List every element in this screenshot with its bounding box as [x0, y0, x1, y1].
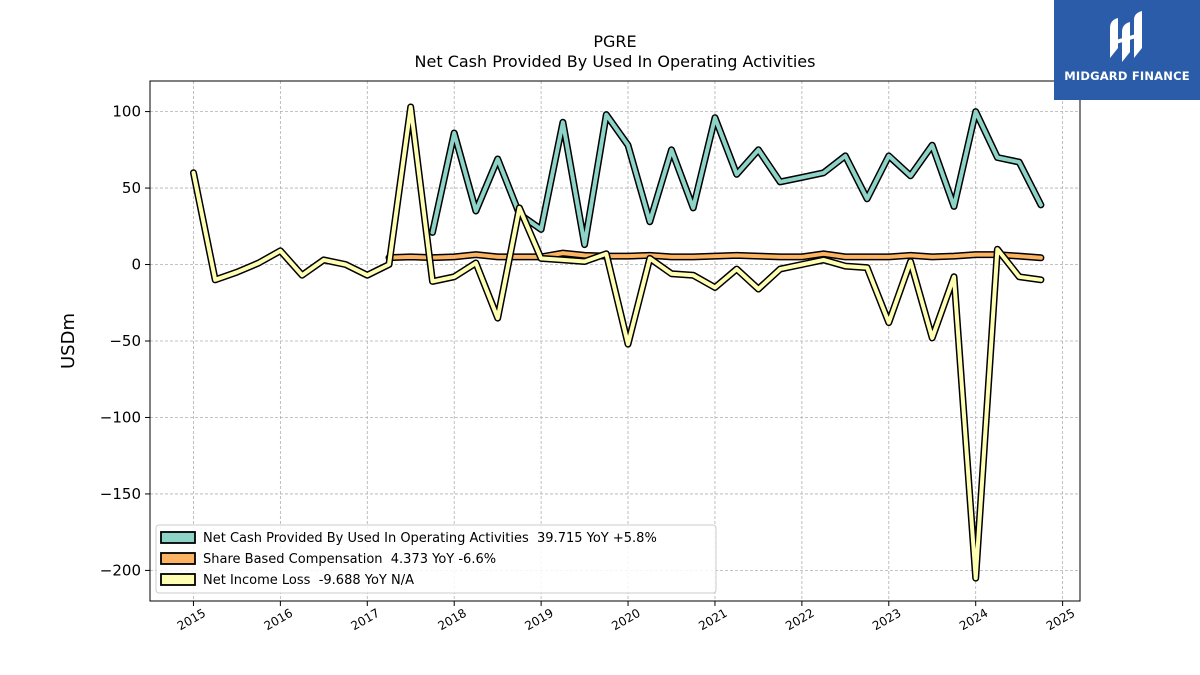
legend-swatch-2: [160, 573, 196, 586]
brand-logo: MIDGARD FINANCE: [1054, 0, 1200, 100]
y-tick-label: −50: [109, 332, 141, 350]
x-tick-label: 2017: [349, 606, 382, 633]
x-tick-label: 2020: [609, 606, 642, 633]
y-tick-label: −200: [100, 561, 141, 579]
series-lines: [190, 103, 1045, 582]
legend-box: [155, 524, 717, 594]
y-tick-label: 50: [122, 179, 141, 197]
x-tick-label: 2016: [262, 606, 295, 633]
chart-subtitle: Net Cash Provided By Used In Operating A…: [415, 52, 816, 71]
legend-swatch-0: [160, 531, 196, 544]
chart-title: PGRE: [593, 32, 636, 51]
x-tick-label: 2023: [870, 606, 903, 633]
midgard-logo-icon: [1110, 11, 1142, 62]
legend-label-2: Net Income Loss -9.688 YoY N/A: [203, 573, 414, 588]
x-tick-label: 2021: [696, 606, 729, 633]
legend: Net Cash Provided By Used In Operating A…: [155, 524, 717, 594]
brand-name: MIDGARD FINANCE: [1064, 69, 1190, 83]
legend-label-1: Share Based Compensation 4.373 YoY -6.6%: [203, 552, 496, 567]
grid: [150, 81, 1080, 601]
series-line-2: [191, 105, 1043, 581]
y-axis-label: USDm: [58, 313, 79, 369]
y-tick-label: −100: [100, 408, 141, 426]
series-line-1: [387, 251, 1043, 260]
y-tick-label: −150: [100, 485, 141, 503]
series-outline-2: [190, 103, 1045, 582]
legend-swatch-1: [160, 552, 196, 565]
x-tick-label: 2018: [435, 606, 468, 633]
y-tick-label: 0: [131, 256, 141, 274]
x-tick-label: 2024: [957, 606, 990, 633]
x-tick-label: 2025: [1044, 606, 1077, 633]
x-tick-label: 2022: [783, 606, 816, 633]
legend-label-0: Net Cash Provided By Used In Operating A…: [203, 531, 657, 546]
series-line-0: [430, 109, 1043, 247]
x-tick-label: 2015: [175, 606, 208, 633]
y-tick-label: 100: [112, 103, 141, 121]
x-tick-label: 2019: [522, 606, 555, 633]
